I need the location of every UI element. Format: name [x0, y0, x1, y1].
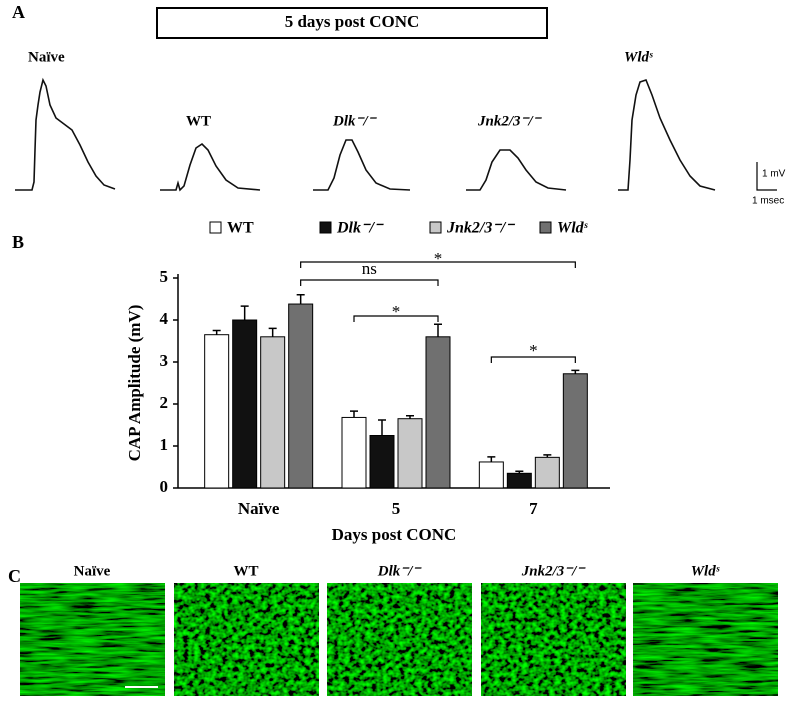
traces [15, 77, 716, 192]
panel-label: A [12, 2, 25, 22]
bar [204, 334, 230, 489]
error-bar [543, 454, 552, 458]
error-bar [406, 415, 414, 419]
trace-label: Wldˢ [624, 49, 653, 65]
error-bar [350, 410, 358, 418]
trace-label: Dlk⁻/⁻ [332, 113, 378, 129]
error-bar [515, 470, 524, 474]
error-bar [268, 327, 277, 337]
legend-label: Wldˢ [557, 220, 589, 237]
x-tick-label: Naïve [238, 499, 280, 518]
error-bar [378, 419, 386, 436]
error-bar [212, 329, 221, 335]
scale-bar [756, 162, 777, 191]
legend-label: Dlk⁻/⁻ [336, 220, 384, 237]
legend-swatch [429, 221, 442, 234]
micrographs: Naïve WT Dlk⁻/⁻ Jnk2/3⁻/⁻ Wldˢ [20, 563, 778, 696]
legend-swatch [209, 221, 222, 234]
micrograph-label: Wldˢ [691, 563, 720, 579]
bracket [300, 261, 576, 268]
x-axis-label: Days post CONC [332, 525, 457, 544]
trace-label: Naïve [28, 49, 65, 65]
micrograph-label: WT [233, 563, 258, 579]
bar [397, 418, 423, 489]
bracket [353, 315, 439, 322]
scale-label: 1 msec [752, 196, 784, 207]
micrograph-label: Naïve [74, 563, 111, 579]
micrograph-signal [20, 583, 165, 696]
bar [369, 435, 395, 489]
banner: 5 days post CONC [285, 12, 420, 31]
panel-label: B [12, 232, 24, 252]
panel-label: C [8, 566, 21, 586]
y-tick-label: 3 [160, 351, 169, 370]
bar [341, 416, 367, 489]
y-tick-label: 2 [160, 393, 169, 412]
micrograph-label: Jnk2/3⁻/⁻ [521, 563, 587, 579]
micrograph-signal [174, 583, 319, 696]
legend-label: WT [227, 220, 254, 237]
y-axis-label: CAP Amplitude (mV) [125, 305, 144, 462]
bar [288, 303, 314, 489]
annotation: ns [362, 259, 377, 278]
bar [260, 336, 286, 489]
micrograph-label: Dlk⁻/⁻ [377, 563, 423, 579]
legend-swatch [539, 221, 552, 234]
error-bar [487, 456, 496, 462]
banner-box [156, 7, 548, 39]
error-bar [240, 305, 249, 320]
annotation: * [434, 249, 443, 268]
y-tick-label: 5 [160, 267, 169, 286]
scale-label: 1 mV [762, 169, 786, 180]
bar [534, 456, 560, 489]
trace-label: WT [186, 113, 211, 129]
error-bar [571, 369, 580, 374]
micrograph-signal [633, 583, 778, 696]
micrograph-signal [481, 583, 626, 696]
annotation: * [529, 341, 538, 360]
trace-label: Jnk2/3⁻/⁻ [477, 113, 543, 129]
error-bar [434, 323, 442, 337]
bar [425, 336, 451, 489]
bracket [300, 279, 439, 286]
y-tick-label: 0 [160, 477, 169, 496]
error-bar [296, 294, 305, 305]
bar-chart: 0 1 2 3 4 5 CAP Amplitude (mV) Days post CONC Na… [125, 220, 610, 544]
x-tick-label: 5 [392, 499, 401, 518]
bar [506, 472, 532, 489]
bar [478, 461, 504, 489]
bar [562, 373, 588, 489]
y-tick-label: 1 [160, 435, 169, 454]
micrograph-signal [327, 583, 472, 696]
bar [232, 319, 258, 489]
bracket [490, 356, 576, 363]
y-tick-label: 4 [160, 309, 169, 328]
x-tick-label: 7 [529, 499, 538, 518]
annotation: * [392, 302, 401, 321]
legend-swatch [319, 221, 332, 234]
legend-label: Jnk2/3⁻/⁻ [446, 220, 515, 237]
